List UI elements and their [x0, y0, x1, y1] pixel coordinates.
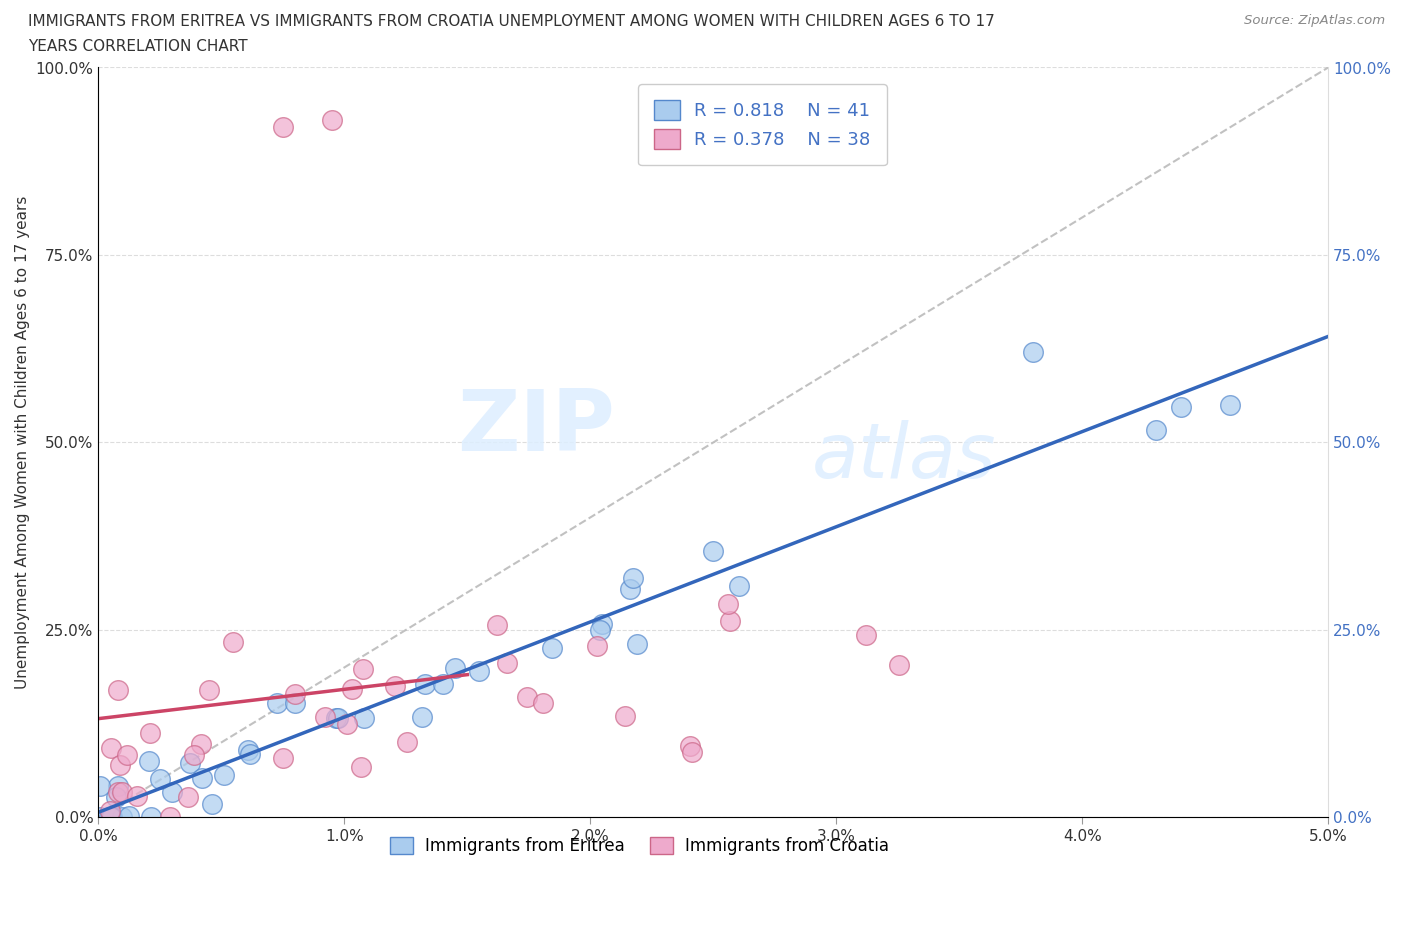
Point — [411, 710, 433, 724]
Point — [138, 753, 160, 768]
Point — [467, 664, 489, 679]
Point — [177, 790, 200, 804]
Point — [127, 789, 149, 804]
Point — [105, 790, 128, 804]
Point — [110, 784, 132, 799]
Point — [496, 656, 519, 671]
Point — [100, 810, 122, 825]
Point — [352, 661, 374, 676]
Point — [118, 808, 141, 823]
Point — [1170, 399, 1192, 414]
Point — [198, 682, 221, 697]
Point — [353, 711, 375, 725]
Point — [107, 778, 129, 793]
Point — [115, 748, 138, 763]
Point — [342, 681, 364, 696]
Point — [236, 742, 259, 757]
Text: Source: ZipAtlas.com: Source: ZipAtlas.com — [1244, 14, 1385, 27]
Point — [621, 571, 644, 586]
Point — [516, 690, 538, 705]
Point — [444, 661, 467, 676]
Point — [591, 617, 613, 631]
Point — [586, 638, 609, 653]
Point — [139, 726, 162, 741]
Point — [89, 810, 111, 825]
Point — [190, 737, 212, 751]
Point — [314, 710, 336, 724]
Point — [1219, 397, 1241, 412]
Point — [110, 758, 132, 773]
Point — [239, 747, 262, 762]
Point — [413, 677, 436, 692]
Point — [541, 640, 564, 655]
Point — [626, 637, 648, 652]
Point — [396, 734, 419, 749]
Point — [284, 686, 307, 701]
Point — [485, 618, 508, 632]
Point — [350, 759, 373, 774]
Point — [111, 810, 134, 825]
Point — [531, 696, 554, 711]
Point — [191, 770, 214, 785]
Point — [728, 578, 751, 593]
Text: IMMIGRANTS FROM ERITREA VS IMMIGRANTS FROM CROATIA UNEMPLOYMENT AMONG WOMEN WITH: IMMIGRANTS FROM ERITREA VS IMMIGRANTS FR… — [28, 14, 995, 29]
Point — [271, 751, 294, 765]
Point — [328, 711, 350, 725]
Point — [325, 711, 347, 725]
Point — [718, 613, 741, 628]
Point — [179, 755, 201, 770]
Point — [141, 810, 163, 825]
Point — [336, 716, 359, 731]
Point — [384, 678, 406, 693]
Point — [89, 778, 111, 793]
Point — [681, 745, 703, 760]
Point — [855, 628, 877, 643]
Text: atlas: atlas — [811, 420, 997, 495]
Point — [98, 804, 121, 818]
Point — [1022, 345, 1045, 360]
Point — [214, 768, 236, 783]
Y-axis label: Unemployment Among Women with Children Ages 6 to 17 years: Unemployment Among Women with Children A… — [15, 196, 30, 689]
Point — [98, 810, 121, 825]
Point — [271, 120, 294, 135]
Point — [100, 740, 122, 755]
Point — [589, 622, 612, 637]
Legend: Immigrants from Eritrea, Immigrants from Croatia: Immigrants from Eritrea, Immigrants from… — [384, 830, 896, 861]
Point — [159, 810, 181, 825]
Point — [679, 738, 702, 753]
Point — [107, 683, 129, 698]
Point — [100, 810, 122, 825]
Point — [702, 544, 724, 559]
Point — [183, 748, 205, 763]
Point — [284, 696, 307, 711]
Point — [321, 113, 343, 127]
Point — [614, 709, 637, 724]
Point — [266, 696, 288, 711]
Point — [619, 581, 641, 596]
Point — [432, 677, 454, 692]
Point — [222, 635, 245, 650]
Point — [887, 658, 910, 672]
Point — [717, 596, 740, 611]
Point — [107, 785, 129, 800]
Point — [201, 796, 224, 811]
Point — [149, 772, 172, 787]
Text: ZIP: ZIP — [457, 386, 614, 469]
Point — [1144, 423, 1167, 438]
Point — [160, 784, 183, 799]
Text: YEARS CORRELATION CHART: YEARS CORRELATION CHART — [28, 39, 247, 54]
